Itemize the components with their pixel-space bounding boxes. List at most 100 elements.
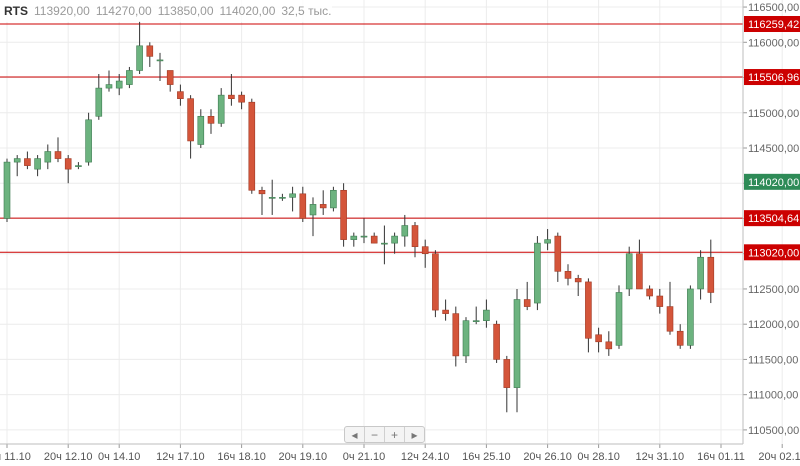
scroll-left-button[interactable]: ◂: [345, 427, 365, 442]
price-tick-label: 116000,00: [748, 37, 799, 49]
candle: [676, 324, 684, 349]
candle-body-down: [146, 45, 154, 57]
candle: [544, 229, 551, 251]
candle-body-up: [289, 193, 296, 198]
candle: [595, 327, 602, 353]
candle: [3, 158, 11, 222]
candle-body-down: [452, 313, 460, 357]
candle: [309, 197, 317, 237]
time-tick-label: 0ч 14.10: [98, 451, 140, 463]
candle: [483, 299, 490, 328]
low-value: 113850,00: [157, 4, 214, 18]
price-tick-label: 110500,00: [748, 425, 799, 437]
candle: [75, 162, 82, 170]
candle: [85, 112, 92, 166]
price-tick-label: 111500,00: [748, 354, 798, 366]
candle: [340, 183, 347, 247]
level-label-box: [744, 69, 800, 86]
candle: [146, 42, 154, 67]
candle-body-down: [554, 235, 562, 272]
candle: [432, 250, 439, 318]
time-tick-label: 16ч 25.10: [462, 451, 511, 463]
candle-body-down: [564, 271, 572, 279]
candle: [24, 151, 31, 170]
candle: [350, 232, 358, 247]
scroll-right-button[interactable]: ▸: [411, 427, 418, 442]
candle: [136, 21, 143, 74]
close-value: 114020,00: [219, 4, 276, 18]
candle: [95, 74, 103, 120]
candle: [268, 179, 276, 215]
candle: [666, 281, 674, 335]
candle: [64, 155, 72, 184]
candle-body-down: [595, 334, 602, 343]
candle-body-up: [401, 225, 409, 237]
candle-body-down: [493, 323, 500, 360]
candle: [44, 144, 52, 170]
candle: [646, 285, 653, 300]
candle: [605, 331, 613, 356]
candle-body-up: [75, 165, 82, 167]
candle: [330, 186, 337, 212]
candle-body-up: [197, 115, 205, 145]
candle: [707, 239, 715, 304]
candle-body-down: [238, 94, 245, 103]
candle: [248, 98, 256, 194]
candle-body-down: [187, 98, 194, 142]
candle-body-down: [656, 295, 664, 307]
candle-body-up: [391, 235, 398, 244]
candle-body-down: [54, 151, 62, 159]
candle: [289, 186, 296, 212]
candle-body-down: [523, 299, 531, 307]
candle-body-down: [676, 330, 684, 346]
candle-body-up: [13, 158, 21, 163]
candle-body-up: [381, 242, 388, 245]
candle: [217, 88, 225, 127]
candle-body-up: [3, 161, 11, 219]
candle-body-down: [585, 281, 592, 339]
candle-body-up: [330, 189, 337, 209]
candle-body-up: [34, 158, 41, 170]
last-price-box: [744, 173, 800, 190]
candle-body-down: [177, 91, 184, 99]
candle: [370, 232, 378, 244]
candle-body-up: [625, 253, 633, 290]
candle-body-down: [503, 359, 511, 388]
candle: [452, 306, 460, 367]
level-label-box: [744, 210, 800, 227]
candle-body-down: [299, 193, 307, 219]
price-tick-label: 116500,00: [748, 2, 799, 14]
time-tick-label: 16ч 18.10: [217, 451, 266, 463]
candle-body-down: [574, 278, 582, 283]
candle: [472, 306, 480, 325]
candle: [391, 232, 398, 254]
high-value: 114270,00: [95, 4, 152, 18]
candle: [207, 109, 215, 134]
candle: [115, 74, 123, 96]
zoom-in-button[interactable]: +: [385, 427, 405, 442]
candle-body-down: [646, 288, 653, 297]
candle: [34, 155, 41, 177]
candle-body-up: [350, 235, 358, 240]
time-tick-label: 12ч 17.10: [156, 451, 205, 463]
candle-body-up: [462, 320, 470, 357]
time-tick-label: 20ч 12.10: [44, 451, 93, 463]
grid-layer: [0, 0, 783, 444]
candle: [625, 246, 633, 296]
candle: [534, 236, 541, 311]
candle-body-up: [534, 242, 541, 304]
chart-navigation: ◂ − + ▸: [344, 426, 425, 443]
level-label: 113020,00: [748, 247, 799, 259]
candle-body-up: [483, 309, 490, 321]
candle-body-up: [136, 45, 143, 71]
candle: [126, 66, 133, 89]
candle: [513, 288, 521, 413]
candle-body-up: [279, 197, 286, 199]
zoom-out-button[interactable]: −: [365, 427, 385, 442]
candle-body-up: [687, 288, 694, 346]
candle: [197, 109, 205, 148]
price-tick-label: 115000,00: [748, 108, 799, 120]
candle-body-down: [166, 70, 174, 85]
